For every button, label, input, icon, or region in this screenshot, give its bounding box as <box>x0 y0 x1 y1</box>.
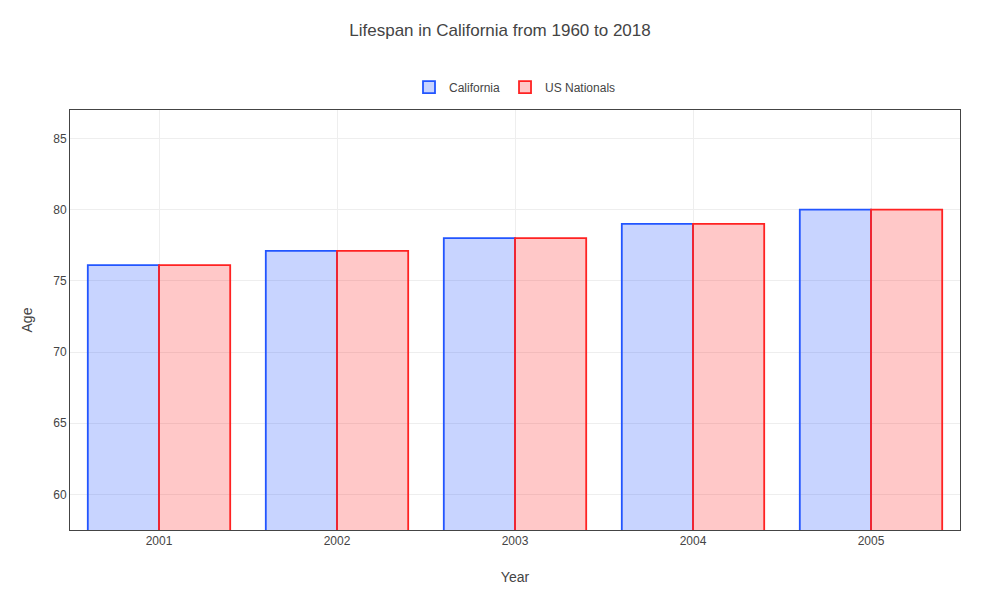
svg-text:2005: 2005 <box>858 534 885 548</box>
svg-text:70: 70 <box>53 345 67 359</box>
svg-text:Year: Year <box>501 569 530 585</box>
svg-text:75: 75 <box>53 274 67 288</box>
svg-text:Lifespan in California from 19: Lifespan in California from 1960 to 2018 <box>349 21 650 40</box>
svg-text:US Nationals: US Nationals <box>545 81 615 95</box>
svg-text:60: 60 <box>53 488 67 502</box>
svg-text:80: 80 <box>53 203 67 217</box>
svg-text:2004: 2004 <box>680 534 707 548</box>
svg-text:2002: 2002 <box>324 534 351 548</box>
svg-text:California: California <box>449 81 500 95</box>
svg-text:65: 65 <box>53 416 67 430</box>
svg-text:Age: Age <box>19 307 35 332</box>
svg-text:2001: 2001 <box>146 534 173 548</box>
svg-text:2003: 2003 <box>502 534 529 548</box>
svg-text:85: 85 <box>53 132 67 146</box>
